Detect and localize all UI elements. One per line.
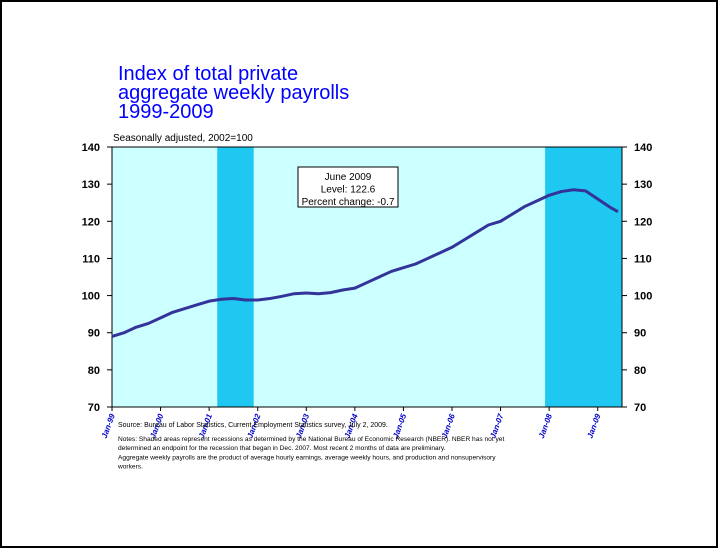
recession-band — [217, 147, 254, 407]
y-tick-label: 80 — [88, 365, 100, 377]
source-note: Source: Bureau of Labor Statistics, Curr… — [118, 422, 388, 429]
annotation-text: June 2009 — [325, 172, 372, 183]
chart-title: aggregate weekly payrolls — [118, 82, 349, 104]
annotation-text: Percent change: -0.7 — [302, 197, 395, 208]
annotation-text: Level: 122.6 — [321, 185, 376, 196]
footnote: Aggregate weekly payrolls are the produc… — [118, 454, 496, 461]
y-tick-label: 120 — [82, 216, 100, 228]
footnote: workers. — [117, 464, 143, 471]
footnote: Notes: Shaded areas represent recessions… — [118, 436, 504, 443]
annotation-box — [297, 166, 399, 208]
y-tick-label: 70 — [88, 402, 100, 414]
y2-tick-label: 70 — [634, 402, 646, 414]
y2-tick-label: 90 — [634, 328, 646, 340]
y2-tick-label: 120 — [634, 216, 652, 228]
plot-border — [111, 146, 623, 408]
y2-tick-label: 80 — [634, 365, 646, 377]
y-tick-label: 140 — [82, 142, 100, 154]
y2-tick-label: 100 — [634, 291, 652, 303]
y2-tick-label: 130 — [634, 179, 652, 191]
y-tick-label: 100 — [82, 291, 100, 303]
y-tick-label: 90 — [88, 328, 100, 340]
y2-tick-label: 110 — [634, 253, 652, 265]
chart-subtitle: Seasonally adjusted, 2002=100 — [113, 133, 253, 144]
recession-band — [545, 147, 622, 407]
chart-title: 1999-2009 — [118, 101, 214, 123]
footnote: determined an endpoint for the recession… — [118, 445, 446, 452]
data-line — [111, 188, 619, 338]
chart-title: Index of total private — [118, 63, 298, 85]
y2-tick-label: 140 — [634, 142, 652, 154]
y-tick-label: 110 — [82, 253, 100, 265]
y-tick-label: 130 — [82, 179, 100, 191]
